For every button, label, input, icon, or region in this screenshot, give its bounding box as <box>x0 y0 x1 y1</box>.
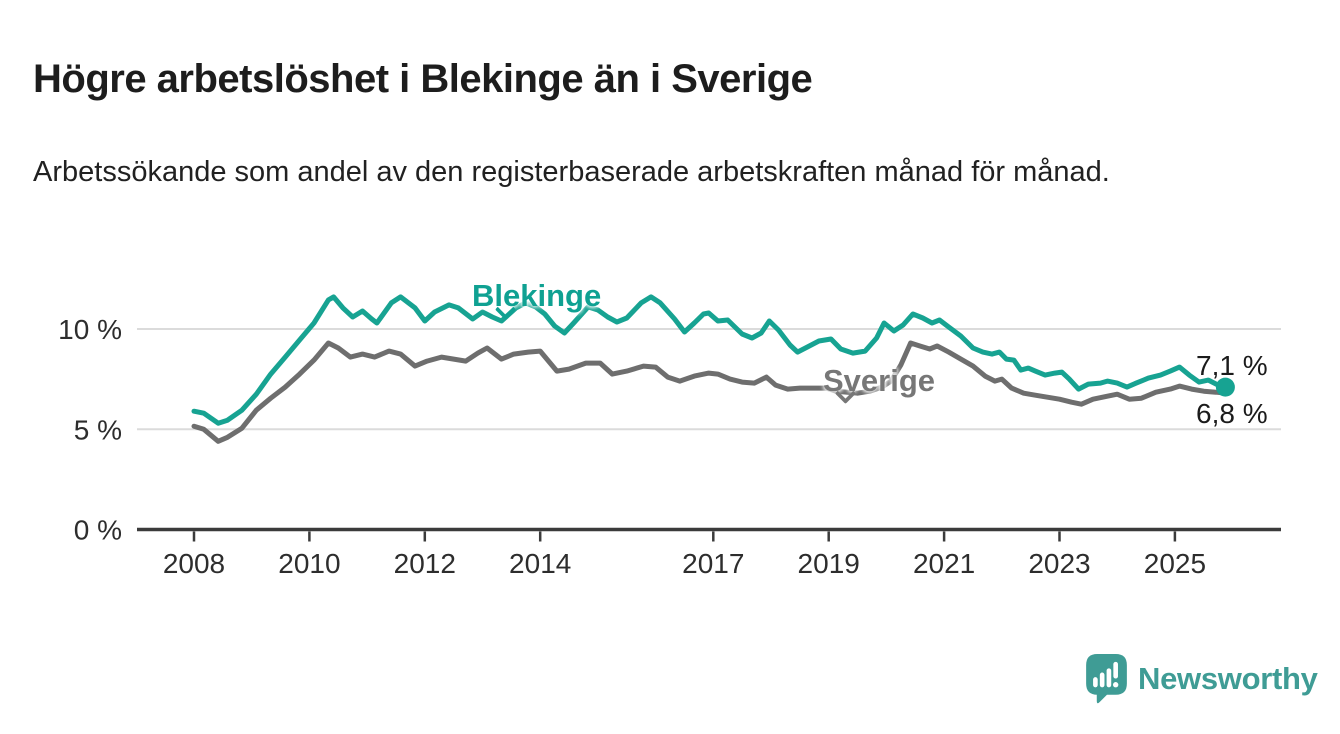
x-tick-label: 2012 <box>394 548 456 579</box>
x-tick-label: 2025 <box>1144 548 1206 579</box>
series-line-blekinge <box>191 294 1228 426</box>
x-tick-label: 2019 <box>798 548 860 579</box>
x-tick-label: 2008 <box>163 548 225 579</box>
y-tick-label: 10 % <box>58 314 122 345</box>
end-dot-blekinge <box>1215 377 1235 397</box>
y-tick-label: 0 % <box>74 515 122 546</box>
series-label-sverige: Sverige <box>823 363 936 398</box>
x-tick-label: 2017 <box>682 548 744 579</box>
x-tick-label: 2010 <box>278 548 340 579</box>
page-title: Högre arbetslöshet i Blekinge än i Sveri… <box>33 56 813 101</box>
series-line-sverige <box>191 340 1228 444</box>
newsworthy-wordmark: Newsworthy <box>1138 661 1318 696</box>
end-value-blekinge: 7,1 % <box>1196 350 1268 381</box>
y-tick-label: 5 % <box>74 414 122 445</box>
series-label-blekinge: Blekinge <box>472 278 602 313</box>
x-tick-label: 2021 <box>913 548 975 579</box>
x-tick-label: 2014 <box>509 548 571 579</box>
end-value-sverige: 6,8 % <box>1196 398 1268 429</box>
newsworthy-logo-icon <box>1086 654 1127 704</box>
newsworthy-logo[interactable]: Newsworthy <box>1086 654 1318 704</box>
chart-subtitle: Arbetssökande som andel av den registerb… <box>33 156 1110 188</box>
x-tick-label: 2023 <box>1028 548 1090 579</box>
